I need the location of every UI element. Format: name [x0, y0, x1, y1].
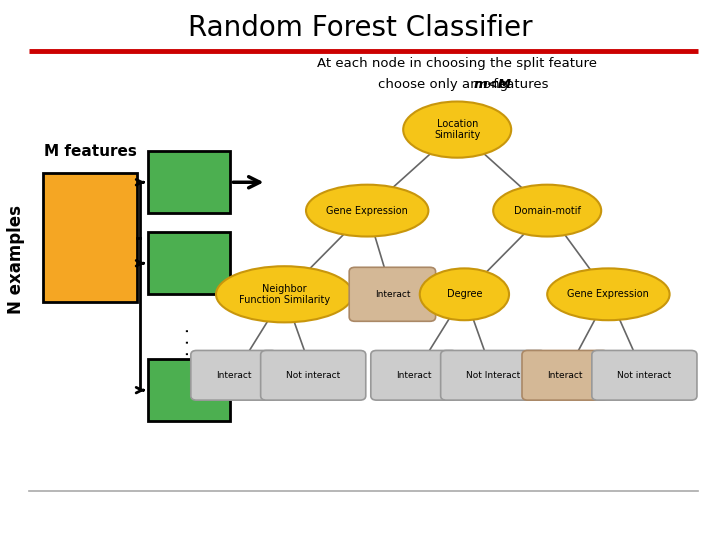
Text: m<M: m<M — [473, 78, 511, 91]
FancyBboxPatch shape — [43, 173, 137, 302]
Text: At each node in choosing the split feature: At each node in choosing the split featu… — [318, 57, 597, 70]
FancyBboxPatch shape — [148, 232, 230, 294]
Ellipse shape — [306, 185, 428, 237]
Text: Gene Expression: Gene Expression — [326, 206, 408, 215]
Text: Not interact: Not interact — [286, 371, 341, 380]
Text: · · ·: · · · — [180, 327, 198, 356]
Text: Interact: Interact — [396, 371, 432, 380]
Text: Interact: Interact — [374, 290, 410, 299]
Text: Random Forest Classifier: Random Forest Classifier — [188, 14, 532, 42]
Text: Neighbor
Function Similarity: Neighbor Function Similarity — [239, 284, 330, 305]
FancyBboxPatch shape — [148, 151, 230, 213]
FancyBboxPatch shape — [522, 350, 608, 400]
Text: Domain-motif: Domain-motif — [514, 206, 580, 215]
Text: M features: M features — [44, 144, 136, 159]
FancyBboxPatch shape — [592, 350, 697, 400]
Text: Not Interact: Not Interact — [466, 371, 521, 380]
Ellipse shape — [420, 268, 509, 320]
Text: Location
Similarity: Location Similarity — [434, 119, 480, 140]
Text: choose only among: choose only among — [378, 78, 512, 91]
Text: features: features — [489, 78, 549, 91]
FancyBboxPatch shape — [191, 350, 277, 400]
Text: N examples: N examples — [6, 205, 24, 314]
Text: Degree: Degree — [446, 289, 482, 299]
FancyBboxPatch shape — [261, 350, 366, 400]
Text: Gene Expression: Gene Expression — [567, 289, 649, 299]
FancyBboxPatch shape — [371, 350, 457, 400]
Text: Interact: Interact — [216, 371, 252, 380]
Ellipse shape — [547, 268, 670, 320]
Text: Interact: Interact — [547, 371, 583, 380]
Ellipse shape — [403, 102, 511, 158]
Text: Not interact: Not interact — [617, 371, 672, 380]
FancyBboxPatch shape — [148, 359, 230, 421]
FancyBboxPatch shape — [349, 267, 436, 321]
Ellipse shape — [216, 266, 353, 322]
FancyBboxPatch shape — [441, 350, 546, 400]
Ellipse shape — [493, 185, 601, 237]
